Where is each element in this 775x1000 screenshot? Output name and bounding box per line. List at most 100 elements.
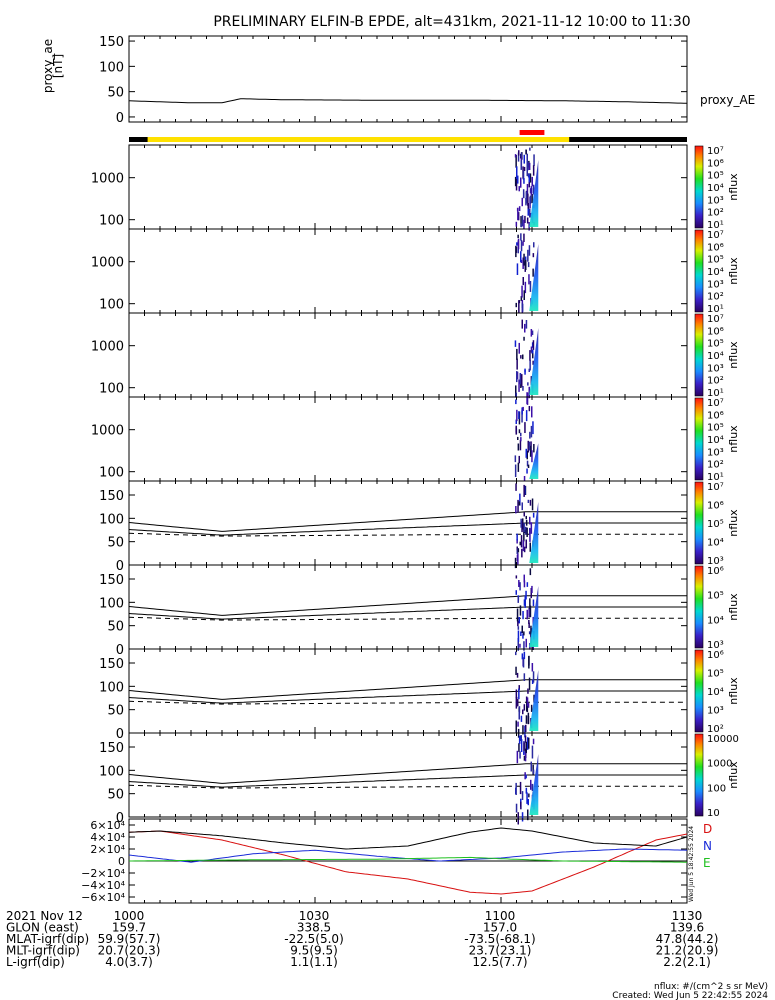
spectrogram-pixel [521, 812, 524, 822]
spectrogram-pixel [516, 371, 519, 380]
spectrogram-pixel [516, 371, 518, 383]
loss-cone-dashed [128, 700, 687, 705]
spectrogram-pixel [531, 194, 533, 203]
spectrogram-pixel [523, 512, 525, 517]
colorbar-tick-label: 10⁴ [707, 538, 724, 549]
spectrogram-pixel [529, 173, 532, 183]
spectrogram-pixel [515, 575, 518, 579]
spectrogram-pixel [532, 353, 534, 359]
spectrogram-pixel [527, 688, 529, 694]
loss-cone-lower [128, 522, 687, 536]
spectrogram-pixel [524, 369, 526, 375]
spectrogram-pixel [523, 522, 525, 533]
spectrogram-pixel [515, 425, 517, 435]
spectrogram-pixel [515, 666, 517, 675]
spectrogram-pixel [523, 704, 526, 711]
spectrogram-pixel [528, 222, 530, 231]
colorbar-tick-label: 10² [707, 460, 724, 471]
footer-value: 21.2(20.9) [656, 944, 719, 958]
spectrogram-pixel [516, 550, 518, 555]
colorbar-tick-label: 10⁶ [707, 410, 724, 421]
colorbar-tick-label: 10⁵ [707, 591, 724, 602]
colorbar-tick-label: 100 [707, 783, 726, 794]
footer-value: 1130 [672, 909, 703, 923]
spectrogram-pixel [529, 360, 531, 371]
spectrogram-pixel [531, 498, 534, 511]
y-tick-label: 0 [116, 111, 124, 126]
loss-cone-upper [128, 595, 687, 616]
spectrogram-pixel [527, 702, 530, 708]
spectrogram-pixel [526, 184, 529, 195]
energy-panel-2 [128, 312, 688, 398]
spectrogram-pixel [524, 422, 526, 433]
spectrogram-pixel [518, 706, 521, 714]
spectrogram-pixel [518, 688, 520, 700]
spectrogram-pixel [514, 154, 517, 158]
spectrogram-pixel [518, 429, 521, 434]
spectrogram-pixel [519, 781, 522, 795]
y-tick-label: 100 [99, 466, 124, 481]
spectrogram-pixel [520, 233, 522, 241]
spectrogram-core [529, 586, 539, 647]
footer-value: 4.0(3.7) [105, 955, 153, 969]
spectrogram-pixel [519, 493, 521, 506]
spectrogram-pixel [515, 689, 518, 699]
spectrogram-pixel [519, 439, 522, 451]
spectrogram-pixel [531, 406, 533, 418]
units-note: nflux: #/(cm^2 s sr MeV) [654, 982, 768, 992]
y-tick-label: 100 [99, 382, 124, 397]
footer-row-label: MLAT-igrf(dip) [6, 932, 89, 946]
spectrogram-pixel [521, 548, 523, 558]
spectrogram-pixel [520, 355, 522, 359]
spectrogram-pixel [517, 436, 519, 440]
spectrogram-pixel [532, 738, 535, 745]
spectrogram-pixel [527, 193, 529, 206]
footer-row-label: L-igrf(dip) [6, 955, 65, 969]
footer-value: 59.9(57.7) [98, 932, 161, 946]
spectrogram-pixel [520, 251, 522, 263]
spectrogram-pixel [521, 374, 523, 387]
spectrogram-pixel [516, 750, 519, 764]
spectrogram-pixel [530, 704, 533, 712]
spectrogram-pixel [523, 290, 525, 300]
colorbar [694, 145, 704, 229]
spectrogram-pixel [531, 679, 534, 684]
spectrogram-pixel [532, 671, 535, 683]
spectrogram-pixel [524, 772, 526, 780]
spectrogram-pixel [518, 711, 520, 720]
spectrogram-pixel [516, 554, 519, 561]
spectrogram-pixel [527, 208, 529, 216]
y-tick-label: 6×10⁴ [90, 819, 125, 832]
spectrogram-pixel [532, 340, 535, 350]
colorbar-tick-label: 10¹ [707, 220, 724, 231]
y-tick-label: 50 [107, 620, 124, 635]
spectrogram-pixel [526, 697, 529, 707]
spectrogram-pixel [527, 382, 529, 386]
spectrogram-pixel [515, 392, 517, 398]
spectrogram-pixel [526, 792, 528, 804]
spectrogram-pixel [520, 240, 523, 252]
spectrogram-pixel [525, 191, 528, 204]
footer-value: -73.5(-68.1) [464, 932, 535, 946]
spectrogram-pixel [529, 499, 532, 506]
spectrogram-pixel [518, 743, 520, 752]
spectrogram-pixel [529, 605, 532, 618]
y-tick-label: −2×10⁴ [81, 867, 125, 880]
spectrogram-pixel [515, 696, 518, 709]
spectrogram-pixel [515, 419, 517, 424]
spectrogram-pixel [527, 249, 529, 262]
spectrogram-pixel [529, 598, 531, 609]
y-tick-label: 1000 [91, 340, 124, 355]
spectrogram-pixel [520, 437, 522, 442]
colorbar-tick-label: 10⁵ [707, 519, 724, 530]
igrf-total-series [128, 827, 688, 850]
energy-panel-1 [128, 228, 688, 314]
spectrogram-pixel [530, 329, 533, 337]
spectrogram-pixel [522, 170, 525, 180]
y-tick-label: 150 [99, 573, 124, 588]
spectrogram-pixel [528, 677, 531, 690]
spectrogram-pixel [532, 253, 535, 258]
spectrogram-pixel [526, 392, 529, 405]
spectrogram-pixel [532, 360, 534, 365]
spectrogram-pixel [529, 431, 531, 439]
